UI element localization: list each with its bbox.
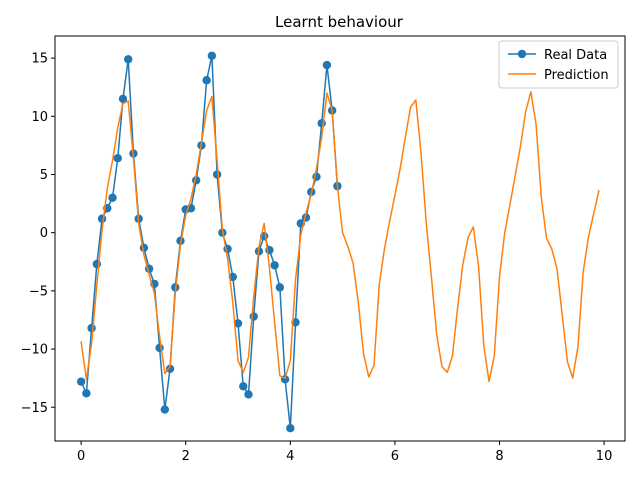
data-point (249, 312, 258, 321)
legend-real-data-marker (517, 49, 527, 59)
data-point (124, 55, 133, 64)
data-point (275, 283, 285, 292)
series-real-data (76, 51, 342, 433)
data-point (113, 154, 122, 163)
x-tick-label: 6 (391, 449, 399, 464)
data-point (322, 60, 332, 70)
x-tick-label: 10 (596, 449, 613, 464)
x-tick-label: 8 (495, 449, 503, 464)
data-point (165, 364, 175, 374)
data-point (317, 119, 326, 128)
data-point (160, 405, 170, 414)
x-tick-label: 2 (182, 449, 190, 464)
y-tick-label: −10 (21, 343, 48, 358)
y-tick-label: −5 (29, 284, 48, 299)
data-point (97, 214, 107, 223)
data-point (155, 343, 164, 353)
y-tick-label: 10 (31, 110, 48, 125)
data-point (82, 389, 91, 398)
data-point (118, 94, 128, 104)
x-tick-label: 4 (286, 449, 294, 464)
y-tick-label: 0 (40, 226, 48, 241)
x-tick-label: 0 (77, 449, 85, 464)
data-point (270, 261, 279, 270)
y-tick-label: −15 (21, 401, 48, 416)
series-prediction (80, 91, 600, 383)
series-line-real-data (80, 55, 339, 429)
legend-real-data-label: Real Data (544, 48, 607, 63)
legend-prediction-label: Prediction (544, 68, 609, 83)
series-line-prediction (80, 91, 600, 383)
legend: Real Data Prediction (498, 40, 619, 89)
data-point (212, 170, 222, 179)
chart-title: Learnt behaviour (275, 13, 404, 31)
axes-layer: 0 2 4 6 8 10 −15 −10 −5 0 5 10 15 (21, 35, 626, 464)
data-point (233, 319, 243, 328)
data-point (239, 382, 248, 391)
data-point (207, 51, 217, 60)
data-point (286, 424, 295, 433)
series-layer (76, 51, 600, 433)
data-point (244, 390, 253, 399)
legend-frame (498, 40, 619, 89)
data-point (202, 76, 211, 85)
data-point (76, 377, 86, 386)
y-tick-label: 15 (31, 52, 48, 67)
plot-frame (54, 35, 626, 442)
data-point (87, 323, 96, 333)
y-tick-label: 5 (40, 168, 48, 183)
data-point (108, 193, 117, 202)
